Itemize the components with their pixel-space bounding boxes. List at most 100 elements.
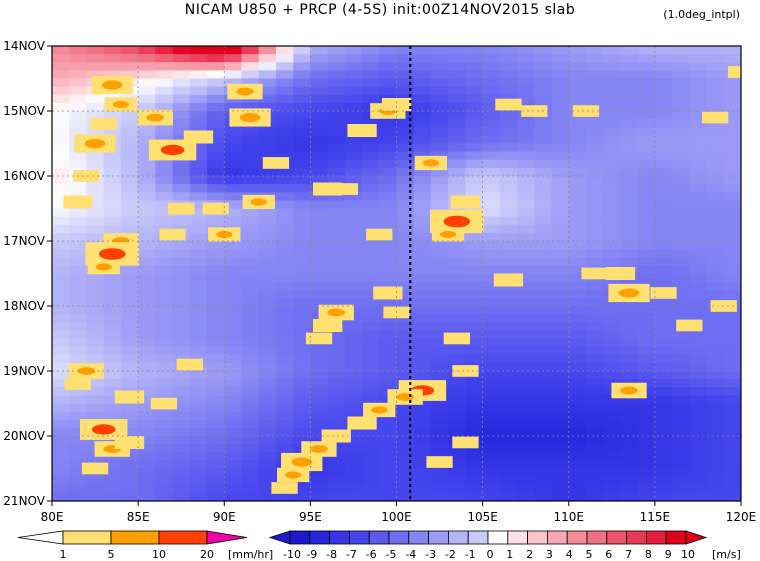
wind-cell <box>207 476 225 486</box>
wind-cell <box>637 151 656 161</box>
wind-cell <box>258 135 277 145</box>
wind-cell <box>637 354 656 364</box>
wind-cell <box>138 94 156 104</box>
wind-cell <box>430 102 449 112</box>
wind-cell <box>603 46 622 55</box>
wind-cell <box>120 265 139 275</box>
wind-cell <box>258 306 277 315</box>
wind-cell <box>568 216 587 226</box>
wind-cell <box>275 444 294 453</box>
wind-cell <box>448 427 466 437</box>
wind-cell <box>568 306 587 315</box>
wind-cell <box>293 322 311 331</box>
wind-cell <box>275 419 294 429</box>
wind-cell <box>275 338 294 348</box>
wind-cell <box>344 297 363 307</box>
wind-cell <box>568 78 587 88</box>
wind-cell <box>189 184 208 193</box>
wind-cell <box>172 176 191 185</box>
wind-cell <box>482 427 501 437</box>
wind-cell <box>172 484 191 494</box>
wind-cell <box>241 127 260 136</box>
wind-cell <box>413 86 432 96</box>
wind-cell <box>585 184 604 193</box>
wind-cell <box>86 354 105 364</box>
wind-cell <box>448 102 466 112</box>
wind-cell <box>52 395 70 405</box>
wind-cell <box>517 184 535 193</box>
wind-cell <box>723 216 741 226</box>
wind-cell <box>413 127 432 136</box>
wind-cell <box>344 94 363 104</box>
wind-cell <box>672 86 690 96</box>
wind-cell <box>465 127 484 136</box>
wind-cell <box>689 241 708 250</box>
wind-cell <box>86 151 105 161</box>
wind-cell <box>585 224 604 234</box>
wind-cell <box>120 306 139 315</box>
wind-cell <box>448 151 466 161</box>
y-tick-label: 14NOV <box>3 39 45 53</box>
wind-cell <box>327 62 346 71</box>
wind-cell <box>189 468 208 478</box>
wind-cell <box>396 289 415 299</box>
wind-cell <box>310 249 329 258</box>
wind-cell <box>138 78 156 88</box>
wind-cell <box>689 354 708 364</box>
wind-cell <box>120 460 139 470</box>
wind-cell <box>585 346 604 356</box>
wind-cell <box>672 273 690 283</box>
wind-cell <box>499 379 518 388</box>
wind-cell <box>654 306 673 315</box>
wind-cell <box>620 362 639 372</box>
wind-cell <box>465 70 484 80</box>
wind-cell <box>482 184 501 193</box>
wind-cell <box>482 216 501 226</box>
wind-cell <box>654 419 673 429</box>
wind-cell <box>534 184 553 193</box>
wind-cell <box>723 419 741 429</box>
wind-cell <box>551 62 570 71</box>
wind-cell <box>275 354 294 364</box>
wind-cell <box>413 192 432 201</box>
wind-cell <box>120 419 139 429</box>
wind-cell <box>499 314 518 323</box>
wind-cell <box>396 354 415 364</box>
wind-cell <box>430 200 449 210</box>
wind-cell <box>310 241 329 250</box>
wind-cell <box>275 411 294 421</box>
wind-cell <box>138 403 156 413</box>
wind-cell <box>258 476 277 486</box>
wind-cell <box>207 346 225 356</box>
wind-cell <box>568 314 587 323</box>
wind-cell <box>379 78 398 88</box>
wind-cell <box>120 354 139 364</box>
wind-cell <box>189 192 208 201</box>
wind-cell <box>654 232 673 242</box>
wind-cell <box>637 102 656 112</box>
wind-cell <box>499 54 518 63</box>
wind-cell <box>241 78 260 88</box>
wind-cell <box>86 379 105 388</box>
wind-cell <box>258 94 277 104</box>
wind-cell <box>69 111 88 120</box>
wind-cell <box>258 484 277 494</box>
wind-cell <box>189 102 208 112</box>
precip-cell <box>321 429 351 443</box>
wind-cell <box>654 411 673 421</box>
wind-cell <box>637 249 656 258</box>
wind-cell <box>241 151 260 161</box>
wind-cell <box>310 135 329 145</box>
wind-cell <box>69 216 88 226</box>
wind-cell <box>517 127 535 136</box>
wind-cell <box>344 192 363 201</box>
wind-cell <box>310 436 329 445</box>
wind-cell <box>207 159 225 169</box>
wind-cell <box>327 208 346 218</box>
wind-cell <box>138 452 156 461</box>
wind-cell <box>637 200 656 210</box>
wind-cell <box>310 257 329 266</box>
wind-cell <box>379 492 398 501</box>
wind-cell <box>672 257 690 266</box>
wind-cell <box>448 167 466 177</box>
